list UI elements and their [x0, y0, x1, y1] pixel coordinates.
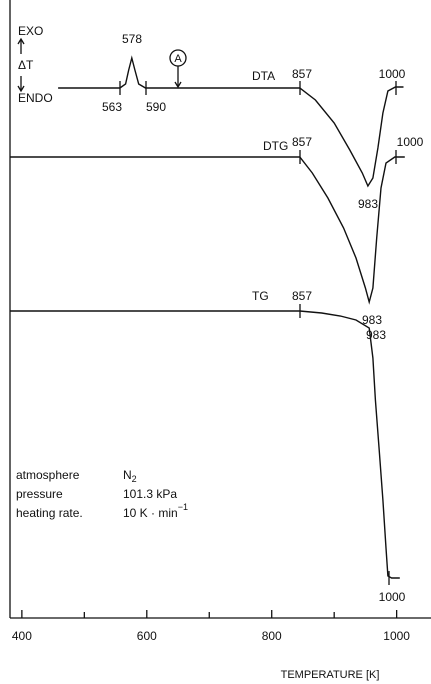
annotation: 1000 [379, 67, 406, 81]
arrow-head [17, 85, 25, 93]
annotation: 857 [292, 289, 312, 303]
arrow-head [17, 37, 25, 45]
annotation: 1000 [379, 590, 406, 604]
x-tick-label: 1000 [383, 629, 410, 643]
curve [10, 156, 405, 305]
annotation: 590 [146, 100, 166, 114]
arrow-head [174, 81, 182, 89]
annotation: 563 [102, 100, 122, 114]
annotations: 578 563 590 857 1000 983 857 1000 983 85… [102, 32, 424, 604]
annotation: 857 [292, 67, 312, 81]
annotation: 983 [358, 197, 378, 211]
subscript: 2 [132, 474, 137, 484]
x-tick-label: 800 [262, 629, 282, 643]
x-tick-label: 400 [12, 629, 32, 643]
x-axis-label: TEMPERATURE [K] [281, 669, 380, 681]
annotation: 578 [122, 32, 142, 46]
marker-label: A [174, 53, 182, 65]
condition-value: 10 K · min−1 [123, 502, 188, 520]
endo-label: ENDO [18, 91, 53, 105]
condition-name: atmosphere [16, 468, 80, 482]
annotation: 983 [362, 313, 382, 327]
curve-label: DTA [252, 69, 275, 83]
exo-label: EXO [18, 24, 43, 38]
condition-name: heating rate. [16, 506, 83, 520]
annotation: 857 [292, 135, 312, 149]
x-tick-label: 600 [137, 629, 157, 643]
condition-value: 101.3 kPa [123, 487, 177, 501]
delta-label: ΔT [18, 58, 34, 72]
annotation: 1000 [397, 135, 424, 149]
superscript: −1 [178, 502, 188, 512]
curve-label: TG [252, 289, 269, 303]
condition-name: pressure [16, 487, 63, 501]
curve-label: DTG [263, 139, 288, 153]
curve [58, 55, 404, 188]
curve [10, 310, 400, 579]
condition-value: N [123, 468, 132, 482]
condition-value: 10 K · min [123, 506, 178, 520]
condition-value: N2 [123, 468, 137, 484]
